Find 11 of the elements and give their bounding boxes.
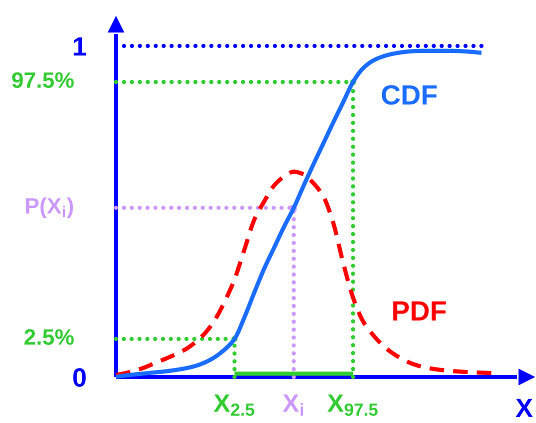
x-tick-label: X$_{i}$ <box>282 394 304 416</box>
y-tick-label: 1 <box>74 37 86 56</box>
series-label: CDF <box>382 85 437 105</box>
x-axis-title: X <box>516 398 533 418</box>
text: 2.5% <box>24 329 74 345</box>
y-tick-label: 0 <box>73 368 86 387</box>
series-label: PDF <box>393 301 446 320</box>
x-tick-label: X$_{2.5}$ <box>214 394 254 416</box>
x-tick-label: X$_{97.5}$ <box>327 394 378 416</box>
text: 97.5% <box>12 72 74 88</box>
text: P(X$_{i}$) <box>26 197 74 218</box>
